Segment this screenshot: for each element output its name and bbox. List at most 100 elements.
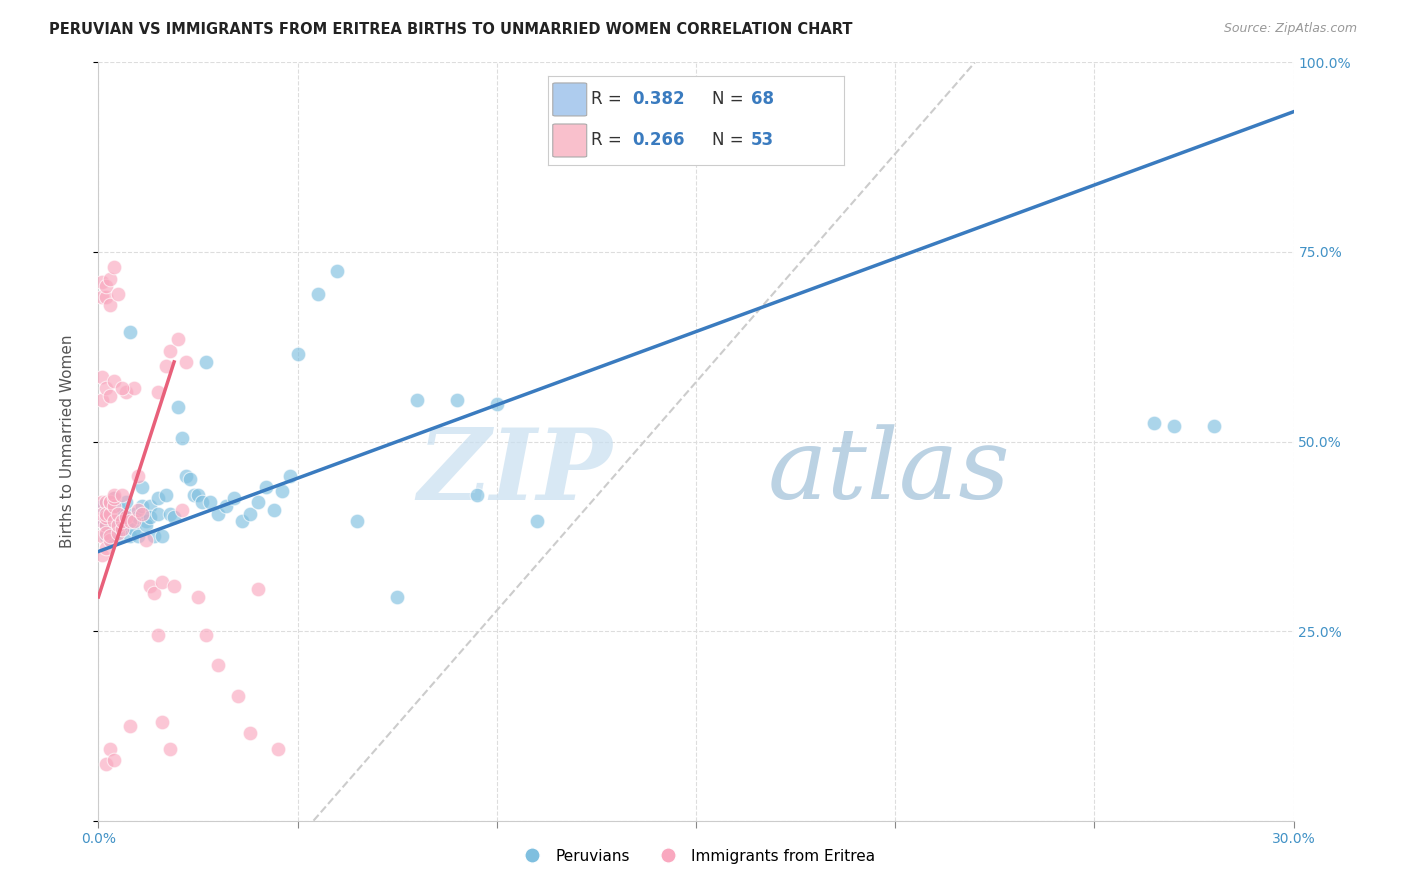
- Point: [127, 510, 149, 524]
- Point: [406, 392, 429, 407]
- Point: [91, 499, 114, 513]
- Text: 0.266: 0.266: [633, 131, 685, 150]
- Text: R =: R =: [591, 90, 627, 109]
- FancyBboxPatch shape: [553, 124, 586, 157]
- Y-axis label: Births to Unmarried Women: Births to Unmarried Women: [60, 334, 75, 549]
- Point: [115, 495, 138, 509]
- Text: N =: N =: [713, 90, 749, 109]
- Point: [91, 514, 114, 528]
- Point: [98, 514, 122, 528]
- Text: 0.382: 0.382: [633, 90, 685, 109]
- Point: [150, 529, 173, 543]
- Text: ZIP: ZIP: [418, 424, 613, 520]
- Point: [115, 385, 138, 400]
- Point: [207, 658, 229, 673]
- Point: [98, 495, 122, 509]
- Point: [96, 756, 118, 771]
- Point: [167, 401, 190, 415]
- Point: [139, 499, 162, 513]
- Point: [135, 514, 157, 528]
- Point: [148, 491, 170, 506]
- Point: [150, 574, 173, 589]
- Point: [326, 264, 349, 278]
- Point: [115, 517, 138, 532]
- Text: R =: R =: [591, 131, 627, 150]
- Point: [246, 495, 269, 509]
- Point: [174, 468, 197, 483]
- Point: [98, 533, 122, 548]
- Point: [103, 487, 125, 501]
- Point: [103, 491, 125, 506]
- Point: [187, 487, 209, 501]
- Point: [239, 726, 262, 740]
- Point: [98, 495, 122, 509]
- Point: [111, 382, 134, 396]
- Point: [96, 541, 118, 555]
- Point: [96, 529, 118, 543]
- Point: [287, 347, 309, 361]
- Point: [195, 355, 218, 369]
- Point: [96, 510, 118, 524]
- Point: [103, 260, 125, 275]
- Point: [103, 499, 125, 513]
- Point: [111, 507, 134, 521]
- Point: [222, 491, 245, 506]
- Point: [139, 579, 162, 593]
- Point: [98, 533, 122, 548]
- Point: [307, 286, 329, 301]
- Point: [98, 499, 122, 513]
- Text: 68: 68: [751, 90, 773, 109]
- Point: [131, 507, 153, 521]
- Point: [96, 291, 118, 305]
- Point: [124, 507, 146, 521]
- Point: [143, 586, 166, 600]
- Point: [103, 753, 125, 767]
- Point: [111, 514, 134, 528]
- Point: [131, 480, 153, 494]
- Point: [103, 525, 125, 540]
- Point: [446, 392, 468, 407]
- Point: [155, 359, 177, 373]
- Point: [120, 719, 142, 733]
- Point: [103, 510, 125, 524]
- Point: [91, 291, 114, 305]
- Point: [103, 374, 125, 388]
- Point: [96, 495, 118, 509]
- Point: [187, 590, 209, 604]
- Point: [1163, 419, 1185, 434]
- Point: [91, 275, 114, 289]
- Point: [96, 382, 118, 396]
- Point: [167, 332, 190, 346]
- Point: [465, 487, 488, 501]
- Point: [91, 495, 114, 509]
- Point: [148, 385, 170, 400]
- Point: [98, 389, 122, 403]
- Point: [107, 507, 129, 521]
- Point: [127, 529, 149, 543]
- Text: 53: 53: [751, 131, 773, 150]
- Text: N =: N =: [713, 131, 749, 150]
- Point: [91, 392, 114, 407]
- Point: [226, 689, 249, 703]
- Point: [103, 514, 125, 528]
- Point: [195, 628, 218, 642]
- Point: [111, 522, 134, 536]
- Point: [215, 499, 238, 513]
- Point: [198, 495, 221, 509]
- Point: [96, 507, 118, 521]
- Point: [124, 382, 146, 396]
- Point: [91, 507, 114, 521]
- Point: [526, 514, 548, 528]
- Point: [131, 499, 153, 513]
- Point: [115, 510, 138, 524]
- Point: [135, 533, 157, 548]
- Point: [246, 582, 269, 597]
- Point: [155, 487, 177, 501]
- Point: [239, 507, 262, 521]
- Point: [1143, 416, 1166, 430]
- Point: [174, 355, 197, 369]
- Point: [107, 517, 129, 532]
- Point: [148, 507, 170, 521]
- Point: [159, 343, 181, 358]
- Point: [148, 628, 170, 642]
